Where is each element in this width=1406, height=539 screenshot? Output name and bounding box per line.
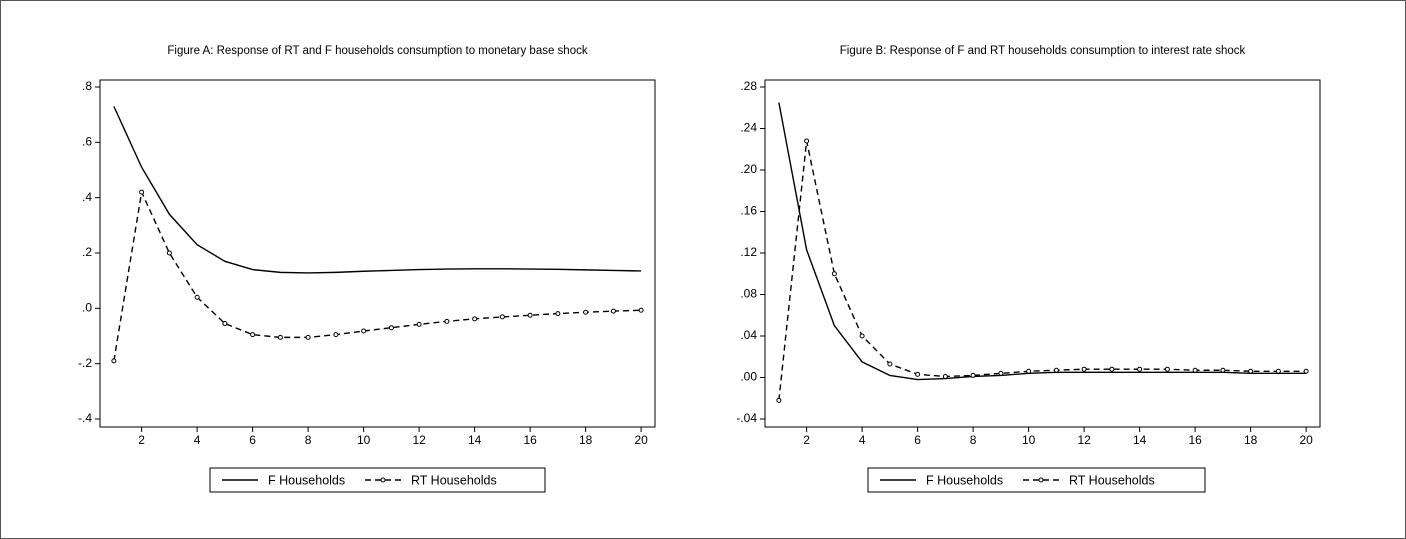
y-tick-label: .08 bbox=[740, 287, 757, 301]
x-tick-label: 2 bbox=[138, 433, 145, 447]
legend-label: F Households bbox=[268, 473, 345, 487]
x-tick-label: 14 bbox=[468, 433, 482, 447]
series-line bbox=[778, 102, 1307, 381]
y-tick-label: -.04 bbox=[736, 411, 757, 425]
series-marker bbox=[277, 334, 283, 340]
series-marker bbox=[1275, 368, 1281, 374]
y-tick-label: -.4 bbox=[78, 411, 92, 425]
series-marker bbox=[111, 358, 117, 364]
y-tick-label: .24 bbox=[740, 121, 757, 135]
series-marker bbox=[527, 312, 533, 318]
series-marker bbox=[1026, 368, 1032, 374]
y-tick-label: .4 bbox=[82, 190, 92, 204]
y-tick-label: .20 bbox=[740, 162, 757, 176]
series-marker bbox=[555, 311, 561, 317]
x-tick-label: 12 bbox=[412, 433, 426, 447]
y-tick-label: -.2 bbox=[78, 356, 92, 370]
x-tick-label: 14 bbox=[1133, 433, 1147, 447]
y-tick-label: .00 bbox=[740, 370, 757, 384]
series-marker bbox=[333, 332, 339, 338]
x-tick-label: 18 bbox=[579, 433, 593, 447]
series-line bbox=[113, 189, 642, 362]
series-marker bbox=[970, 372, 976, 378]
y-tick-label: .8 bbox=[82, 79, 92, 93]
series-marker bbox=[388, 325, 394, 331]
y-tick-label: .16 bbox=[740, 204, 757, 218]
series-marker bbox=[1303, 368, 1309, 374]
x-tick-label: 4 bbox=[859, 433, 866, 447]
series-marker bbox=[1053, 367, 1059, 373]
chart-title: Figure B: Response of F and RT household… bbox=[840, 45, 1246, 57]
series-marker bbox=[1137, 366, 1143, 372]
series-marker bbox=[361, 328, 367, 334]
y-tick-label: .2 bbox=[82, 245, 92, 259]
y-tick-label: .28 bbox=[740, 79, 757, 93]
y-tick-label: .12 bbox=[740, 245, 757, 259]
series-marker bbox=[444, 318, 450, 324]
series-marker bbox=[638, 307, 644, 313]
series-marker bbox=[610, 308, 616, 314]
series-marker bbox=[1220, 367, 1226, 373]
series-marker bbox=[583, 309, 589, 315]
series-marker bbox=[166, 250, 172, 256]
series-marker bbox=[1109, 366, 1115, 372]
legend-marker bbox=[1038, 477, 1044, 483]
x-tick-label: 16 bbox=[1188, 433, 1202, 447]
x-tick-label: 20 bbox=[634, 433, 648, 447]
series-marker bbox=[942, 373, 948, 379]
series-marker bbox=[1164, 366, 1170, 372]
series-marker bbox=[1081, 366, 1087, 372]
y-tick-label: .04 bbox=[740, 328, 757, 342]
series-marker bbox=[416, 321, 422, 327]
x-tick-label: 4 bbox=[194, 433, 201, 447]
legend-label: RT Households bbox=[411, 473, 497, 487]
x-tick-label: 6 bbox=[914, 433, 921, 447]
series-marker bbox=[998, 370, 1004, 376]
series-line bbox=[778, 140, 1307, 401]
series-marker bbox=[1248, 368, 1254, 374]
x-tick-label: 6 bbox=[249, 433, 256, 447]
x-tick-label: 8 bbox=[970, 433, 977, 447]
x-tick-label: 20 bbox=[1299, 433, 1313, 447]
x-tick-label: 10 bbox=[1022, 433, 1036, 447]
x-tick-label: 2 bbox=[803, 433, 810, 447]
series-marker bbox=[499, 314, 505, 320]
series-marker bbox=[139, 189, 145, 195]
series-marker bbox=[1192, 367, 1198, 373]
x-tick-label: 10 bbox=[357, 433, 371, 447]
series-marker bbox=[859, 333, 865, 339]
y-tick-label: .6 bbox=[82, 135, 92, 149]
legend-label: RT Households bbox=[1069, 473, 1155, 487]
series-line bbox=[113, 106, 642, 274]
series-marker bbox=[250, 332, 256, 338]
series-marker bbox=[222, 321, 228, 327]
series-marker bbox=[472, 316, 478, 322]
series-marker bbox=[804, 138, 810, 144]
x-tick-label: 18 bbox=[1244, 433, 1258, 447]
series-marker bbox=[305, 334, 311, 340]
chart-title: Figure A: Response of RT and F household… bbox=[167, 45, 587, 57]
series-marker bbox=[831, 271, 837, 277]
series-marker bbox=[887, 361, 893, 367]
legend-marker bbox=[380, 477, 386, 483]
x-tick-label: 8 bbox=[305, 433, 312, 447]
x-tick-label: 16 bbox=[523, 433, 537, 447]
x-tick-label: 12 bbox=[1077, 433, 1091, 447]
legend-label: F Households bbox=[926, 473, 1003, 487]
y-tick-label: .0 bbox=[82, 301, 92, 315]
series-marker bbox=[915, 371, 921, 377]
series-marker bbox=[194, 294, 200, 300]
series-marker bbox=[776, 397, 782, 403]
